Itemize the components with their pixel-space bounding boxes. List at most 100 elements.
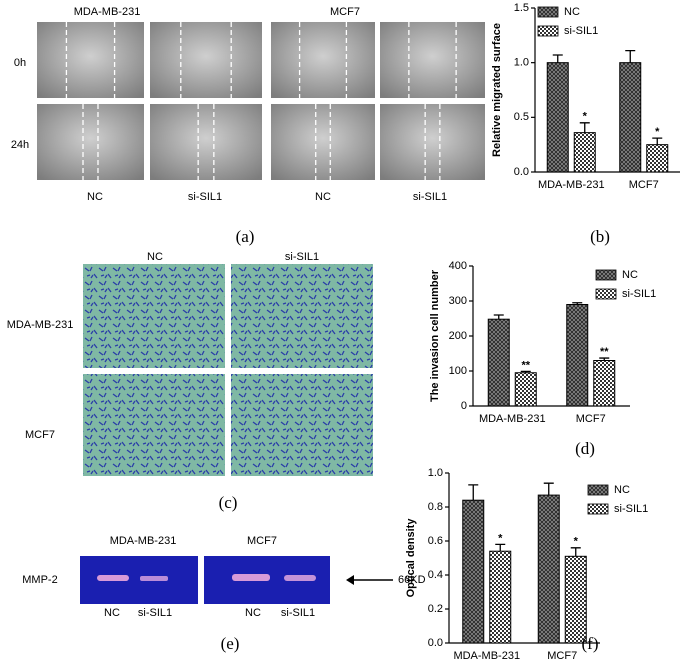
x-tick-label: MDA-MB-231	[453, 650, 520, 662]
y-tick-label: 200	[449, 330, 467, 342]
legend-label: NC	[622, 269, 638, 281]
band	[232, 574, 270, 581]
x-tick-label: MCF7	[576, 413, 606, 425]
legend-swatch	[587, 503, 609, 515]
error-bar	[552, 54, 563, 63]
error-bar	[579, 122, 590, 133]
y-tick-label: 400	[449, 260, 467, 272]
panel-c: NC si-SIL1 MDA-MB-231 MCF7 (c)	[7, 251, 373, 512]
bar	[646, 144, 669, 173]
bar	[487, 318, 510, 407]
marker-label: 66KD	[398, 574, 426, 586]
micrograph	[271, 104, 375, 180]
panel-a: MDA-MB-231 MCF7 0h 24h NC si-SIL1 NC si-…	[11, 6, 485, 246]
x-tick-label: MCF7	[547, 650, 577, 662]
condition-label: NC	[87, 191, 103, 203]
y-tick-label: 100	[449, 365, 467, 377]
y-tick-label: 0.6	[428, 535, 443, 547]
y-tick-label: 1.5	[514, 2, 529, 14]
legend-label: NC	[564, 6, 580, 18]
micrograph	[231, 374, 373, 476]
x-tick-label: MDA-MB-231	[479, 413, 546, 425]
legend-swatch	[587, 484, 609, 496]
y-tick-label: 1.0	[514, 57, 529, 69]
band	[97, 575, 129, 581]
y-tick-label: 300	[449, 295, 467, 307]
column-label: MDA-MB-231	[110, 535, 177, 547]
legend-label: NC	[614, 484, 630, 496]
significance: *	[655, 126, 660, 138]
row-label: MCF7	[25, 429, 55, 441]
lane-label: NC	[245, 607, 261, 619]
y-axis-label: Optical density	[405, 518, 417, 598]
error-bar	[570, 547, 581, 557]
y-tick-label: 0	[461, 400, 467, 412]
legend-label: si-SIL1	[564, 25, 598, 37]
legend-label: si-SIL1	[622, 288, 656, 300]
y-tick-label: 0.0	[514, 166, 529, 178]
significance: **	[600, 346, 609, 358]
bar	[566, 304, 589, 407]
band	[140, 576, 168, 581]
column-label: MDA-MB-231	[74, 6, 141, 18]
panel-label: (b)	[590, 227, 610, 246]
micrographs	[37, 22, 485, 180]
column-label: MCF7	[330, 6, 360, 18]
micrograph	[380, 104, 485, 180]
condition-label: NC	[315, 191, 331, 203]
significance: *	[574, 536, 579, 548]
legend-label: si-SIL1	[614, 503, 648, 515]
band	[284, 575, 316, 581]
gel	[80, 556, 198, 604]
condition-label: si-SIL1	[188, 191, 222, 203]
micrograph	[37, 104, 144, 180]
micrograph	[37, 22, 144, 98]
y-axis-label: The invasion cell number	[429, 269, 441, 402]
micrograph	[83, 264, 225, 368]
legend-swatch	[537, 25, 559, 37]
micrograph	[271, 22, 375, 98]
error-bar	[495, 543, 506, 552]
micrograph	[83, 374, 225, 476]
bar	[489, 550, 512, 644]
significance: **	[521, 359, 530, 371]
significance: *	[498, 532, 503, 544]
error-bar	[493, 314, 504, 320]
legend-swatch	[537, 6, 559, 18]
y-tick-label: 0.2	[428, 603, 443, 615]
error-bar	[652, 137, 663, 145]
error-bar	[625, 49, 636, 63]
panel-label: (e)	[221, 634, 240, 653]
lane-label: si-SIL1	[281, 607, 315, 619]
x-tick-label: MCF7	[629, 179, 659, 191]
micrograph	[380, 22, 485, 98]
legend-swatch	[595, 288, 617, 300]
y-tick-label: 0.8	[428, 501, 443, 513]
row-label: 0h	[14, 57, 26, 69]
bar	[462, 499, 485, 644]
legend-swatch	[595, 269, 617, 281]
column-label: MCF7	[247, 535, 277, 547]
micrograph	[150, 22, 262, 98]
error-bar	[599, 357, 610, 361]
micrograph	[231, 264, 373, 368]
bar	[619, 62, 642, 173]
condition-label: si-SIL1	[413, 191, 447, 203]
panel-label: (d)	[575, 439, 595, 458]
bar	[564, 555, 587, 644]
column-label: NC	[147, 251, 163, 263]
row-label: 24h	[11, 139, 29, 151]
error-bar	[543, 482, 554, 496]
micrograph	[150, 104, 262, 180]
panel-e: MDA-MB-231 MCF7 MMP-2 66KD NC si-SIL1 NC…	[22, 535, 425, 653]
column-label: si-SIL1	[285, 251, 319, 263]
lane-label: si-SIL1	[138, 607, 172, 619]
x-tick-label: MDA-MB-231	[538, 179, 605, 191]
error-bar	[572, 302, 583, 305]
y-tick-label: 0.4	[428, 569, 443, 581]
panel-label: (f)	[582, 634, 599, 653]
row-label: MMP-2	[22, 574, 57, 586]
y-tick-label: 0.0	[428, 637, 443, 649]
lane-label: NC	[104, 607, 120, 619]
